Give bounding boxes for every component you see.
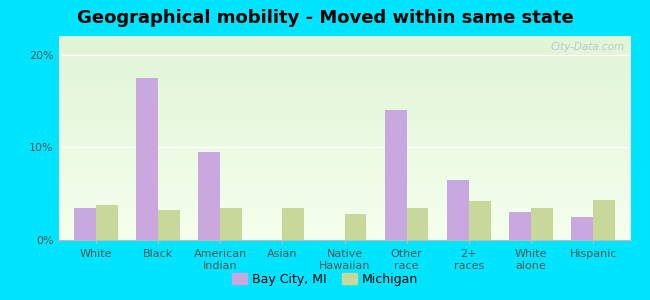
Bar xyxy=(198,152,220,240)
Bar xyxy=(531,208,552,240)
Bar xyxy=(571,217,593,240)
Bar xyxy=(447,180,469,240)
Bar xyxy=(74,208,96,240)
Bar xyxy=(220,208,242,240)
Bar xyxy=(136,78,158,240)
Text: Geographical mobility - Moved within same state: Geographical mobility - Moved within sam… xyxy=(77,9,573,27)
Bar xyxy=(158,210,180,240)
Bar xyxy=(407,208,428,240)
Bar xyxy=(509,212,531,240)
Bar xyxy=(469,201,491,240)
Bar xyxy=(593,200,615,240)
Bar xyxy=(96,205,118,240)
Bar xyxy=(282,208,304,240)
Text: City-Data.com: City-Data.com xyxy=(551,42,625,52)
Bar xyxy=(344,214,366,240)
Legend: Bay City, MI, Michigan: Bay City, MI, Michigan xyxy=(227,268,423,291)
Bar xyxy=(385,110,407,240)
